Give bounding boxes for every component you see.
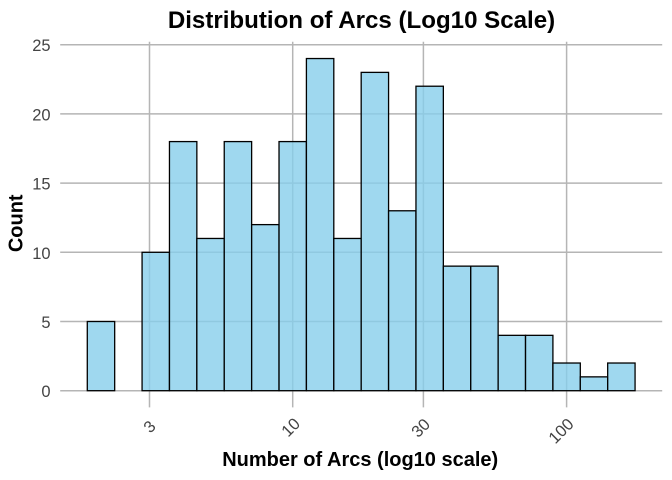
- svg-text:0: 0: [41, 383, 50, 401]
- svg-text:Distribution of Arcs (Log10 Sc: Distribution of Arcs (Log10 Scale): [168, 7, 555, 34]
- svg-text:20: 20: [32, 106, 50, 124]
- svg-text:10: 10: [32, 245, 50, 263]
- svg-text:15: 15: [32, 176, 50, 194]
- svg-text:Count: Count: [5, 194, 27, 252]
- svg-text:5: 5: [41, 314, 50, 332]
- svg-text:Number of Arcs (log10 scale): Number of Arcs (log10 scale): [222, 449, 498, 471]
- svg-text:25: 25: [32, 37, 50, 55]
